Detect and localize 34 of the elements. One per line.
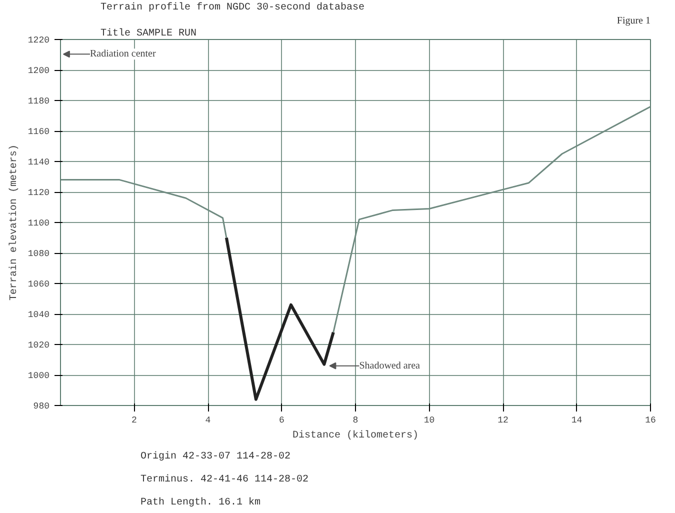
text: Path Length. 16.1 km [140, 496, 261, 508]
x-tick-label: 4 [205, 416, 211, 426]
x-tick-label: 2 [132, 416, 137, 426]
x-tick-label: 6 [279, 416, 284, 426]
chart-subtitle: Title SAMPLE RUN [100, 28, 197, 40]
line-series [224, 236, 335, 401]
y-tick-label: 980 [33, 402, 50, 412]
chart-title: Terrain profile from NGDC 30-second database [100, 2, 365, 14]
x-axis-title: Distance (kilometers) [292, 430, 419, 442]
x-tick-label: 16 [645, 416, 656, 426]
y-tick-label: 1200 [28, 66, 50, 76]
x-tick-label: 8 [352, 416, 358, 426]
line-series [60, 179, 228, 238]
x-tick-label: 14 [571, 416, 582, 426]
y-tick-label: 1060 [28, 280, 50, 290]
y-tick-label: 1220 [28, 36, 50, 46]
text: Origin 42-33-07 114-28-02 [140, 450, 291, 462]
y-tick-label: 1180 [28, 96, 50, 106]
line-series [332, 106, 650, 334]
y-tick-label: 1000 [28, 371, 50, 381]
y-tick-label: 1040 [28, 310, 50, 320]
y-tick-label: 1100 [28, 218, 50, 228]
x-tick-label: 10 [424, 416, 435, 426]
y-tick-label: 1080 [28, 249, 50, 259]
y-tick-label: 1020 [28, 340, 50, 350]
annotation: Radiation center [90, 48, 156, 60]
y-tick-label: 1140 [28, 158, 50, 168]
caption: Figure 1 [616, 16, 650, 26]
x-tick-label: 12 [498, 416, 508, 426]
y-tick-label: 1120 [28, 188, 50, 198]
y-tick-label: 1160 [28, 127, 50, 137]
annotation: Shadowed area [359, 360, 421, 372]
text: Terminus. 42-41-46 114-28-02 [140, 474, 309, 486]
y-axis-title: Terrain elevation (meters) [8, 144, 20, 301]
